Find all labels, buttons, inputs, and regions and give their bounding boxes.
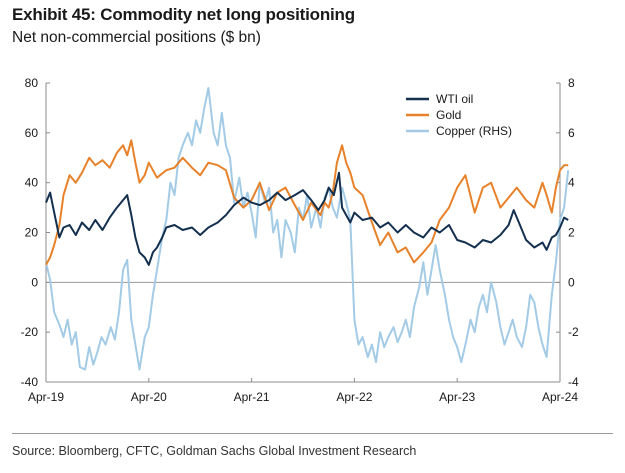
right-tick-label: 2 <box>568 226 575 240</box>
source-note: Source: Bloomberg, CFTC, Goldman Sachs G… <box>12 444 417 458</box>
x-tick-label: Apr-23 <box>439 390 475 404</box>
right-tick-label: 4 <box>568 176 575 190</box>
right-tick-label: 8 <box>568 76 575 90</box>
x-tick-label: Apr-20 <box>131 390 167 404</box>
series-line-wti-oil <box>45 171 569 266</box>
legend-label-copper-rhs: Copper (RHS) <box>436 124 512 138</box>
right-tick-label: 0 <box>568 275 575 289</box>
left-tick-label: -20 <box>21 325 39 339</box>
right-tick-label: 6 <box>568 126 575 140</box>
left-axis: 80 60 40 20 0 -20 -40 <box>21 76 50 389</box>
left-tick-label: -40 <box>21 375 39 389</box>
x-axis: Apr-19 Apr-20 Apr-21 Apr-22 Apr-23 Apr-24 <box>28 378 578 404</box>
left-tick-label: 80 <box>25 76 39 90</box>
series-lines <box>45 87 570 371</box>
right-tick-label: -4 <box>568 375 579 389</box>
x-tick-label: Apr-22 <box>336 390 372 404</box>
legend-label-wti-oil: WTI oil <box>436 92 473 106</box>
left-tick-label: 0 <box>31 275 38 289</box>
chart-subtitle: Net non-commercial positions ($ bn) <box>12 29 261 46</box>
x-tick-label: Apr-19 <box>28 390 64 404</box>
chart-title: Exhibit 45: Commodity net long positioni… <box>12 5 355 24</box>
left-tick-label: 40 <box>25 176 39 190</box>
right-tick-label: -2 <box>568 325 579 339</box>
x-tick-label: Apr-21 <box>234 390 270 404</box>
legend: WTI oil Gold Copper (RHS) <box>406 92 512 138</box>
legend-label-gold: Gold <box>436 108 461 122</box>
left-tick-label: 20 <box>25 226 39 240</box>
left-tick-label: 60 <box>25 126 39 140</box>
series-line-gold <box>45 139 569 266</box>
x-tick-label: Apr-24 <box>542 390 578 404</box>
footer-divider <box>12 433 613 434</box>
